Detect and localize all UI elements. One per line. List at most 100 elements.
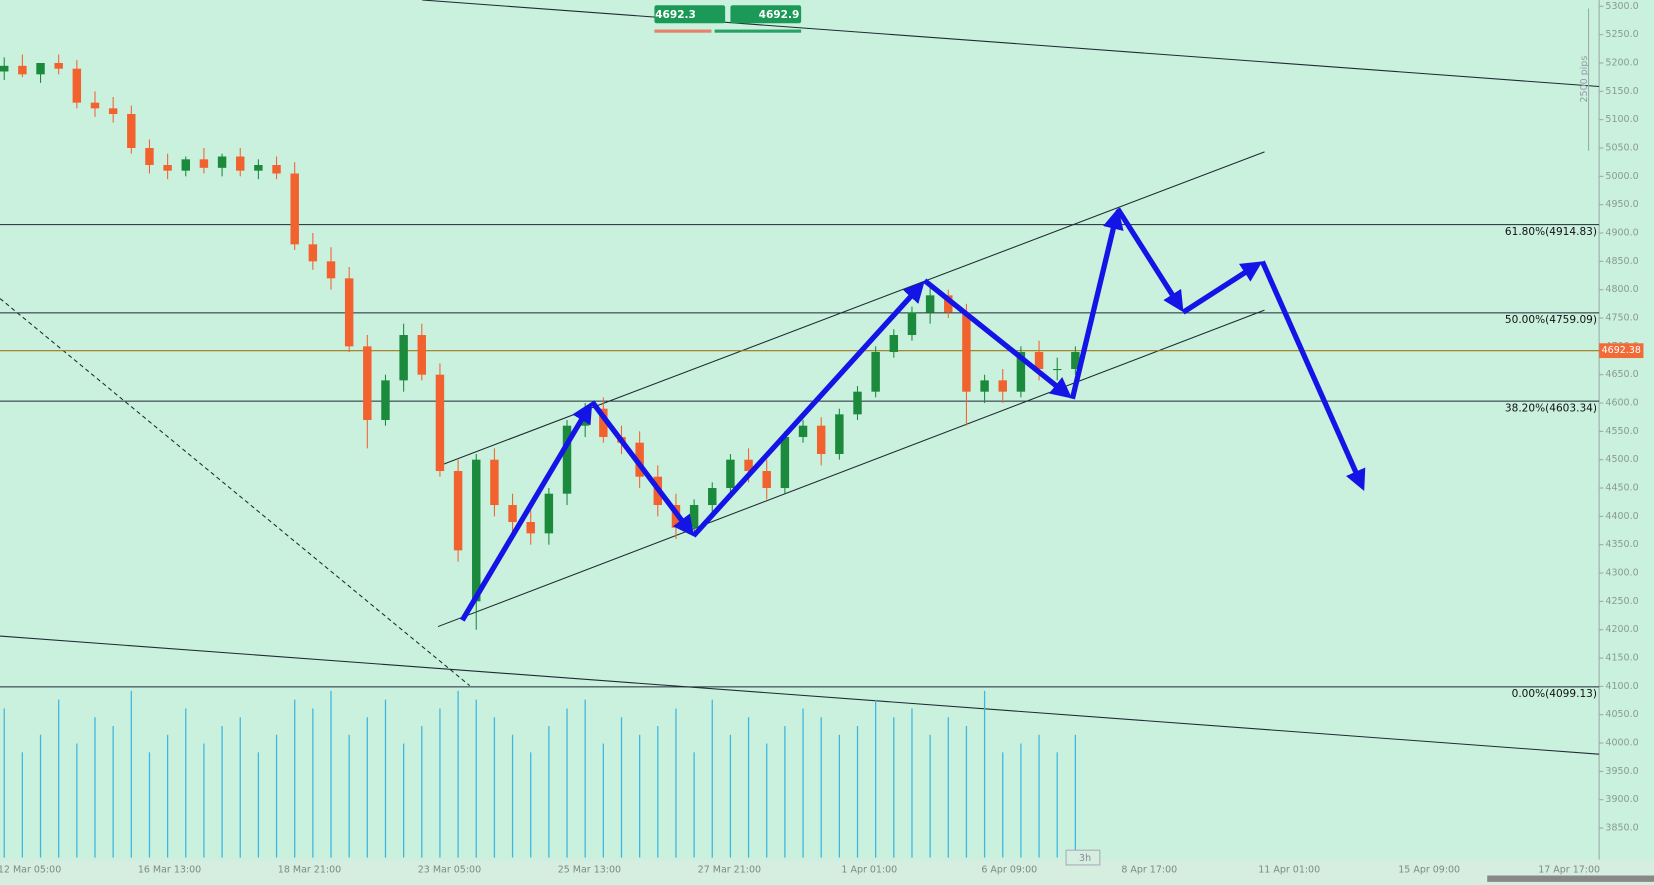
x-tick-label: 6 Apr 09:00: [981, 865, 1037, 876]
x-tick-label: 11 Apr 01:00: [1258, 865, 1320, 876]
candle-body: [744, 459, 753, 472]
candle-body: [453, 471, 463, 551]
candle-body: [962, 312, 971, 392]
candle-body: [290, 173, 299, 245]
candle-body: [0, 65, 9, 72]
x-tick-label: 23 Mar 05:00: [418, 865, 481, 876]
x-tick-label: 27 Mar 21:00: [698, 865, 761, 876]
y-tick-label: 4000.0: [1605, 738, 1638, 749]
y-tick-label: 5100.0: [1605, 114, 1638, 125]
arrow: [691, 281, 925, 538]
candle-body: [599, 408, 608, 438]
candle-body: [472, 459, 481, 602]
x-tick-label: 12 Mar 05:00: [0, 865, 61, 876]
candle-body: [54, 62, 63, 69]
y-tick-label: 4950.0: [1605, 199, 1638, 210]
sell-badge[interactable]: [654, 5, 726, 24]
candle-body: [835, 414, 844, 455]
trend-line: [0, 635, 1600, 755]
y-tick-label: 4200.0: [1605, 624, 1638, 635]
y-tick-label: 4100.0: [1605, 681, 1638, 692]
timeframe: 3h: [1079, 853, 1091, 864]
x-tick-label: 25 Mar 13:00: [558, 865, 621, 876]
candle-body: [272, 165, 281, 174]
candle-body: [381, 380, 390, 421]
candle-body: [944, 295, 953, 313]
y-tick-label: 4500.0: [1605, 454, 1638, 465]
candle-body: [1052, 369, 1062, 371]
fib-label: 0.00%(4099.13): [1512, 688, 1597, 700]
candle-body: [562, 425, 572, 494]
candle-body: [816, 425, 826, 455]
candle-body: [998, 380, 1007, 392]
arrow: [1115, 207, 1184, 313]
candle-body: [36, 62, 45, 75]
y-tick-label: 4450.0: [1605, 483, 1638, 494]
x-tick-label: 1 Apr 01:00: [841, 865, 897, 876]
candle-body: [1034, 352, 1044, 370]
x-tick-label: 18 Mar 21:00: [278, 865, 341, 876]
y-tick-label: 3950.0: [1605, 766, 1638, 777]
arrow: [590, 400, 695, 537]
current-price-label: 4692.38: [1602, 345, 1641, 356]
candle-body: [326, 261, 336, 279]
arrow: [1069, 207, 1124, 400]
fib-label: 38.20%(4603.34): [1505, 403, 1597, 415]
candle-body: [526, 522, 535, 534]
candle-body: [689, 505, 699, 528]
range-label: 2500 pips: [1579, 56, 1590, 103]
candle-body: [145, 148, 154, 166]
candle-body: [889, 335, 899, 353]
candle-body: [363, 346, 372, 421]
candle-body: [254, 165, 263, 171]
candle-body: [417, 335, 427, 375]
fib-label: 50.00%(4759.09): [1505, 314, 1597, 326]
candle-body: [108, 108, 118, 115]
sell-bar: [654, 29, 712, 33]
dashed-line: [0, 298, 471, 687]
candle-body: [72, 68, 82, 103]
candle-body: [217, 156, 227, 168]
x-tick-label: 15 Apr 09:00: [1398, 865, 1460, 876]
y-tick-label: 4350.0: [1605, 539, 1638, 550]
forecast-arrows: [460, 207, 1366, 622]
y-tick-label: 4650.0: [1605, 369, 1638, 380]
y-tick-label: 4550.0: [1605, 426, 1638, 437]
candle-body: [18, 65, 27, 75]
candle-body: [544, 493, 554, 534]
candle-body: [90, 102, 100, 109]
candle-body: [980, 380, 989, 392]
arrow: [460, 401, 593, 622]
channel-lower: [437, 309, 1265, 628]
y-tick-label: 3850.0: [1605, 823, 1638, 834]
time-axis-band: [0, 859, 1654, 885]
current-price-tag: [1599, 343, 1644, 359]
y-tick-label: 5250.0: [1605, 29, 1638, 40]
candle-body: [236, 156, 245, 171]
candle-body: [163, 165, 172, 171]
candle-body: [907, 312, 917, 336]
candle-body: [708, 488, 717, 506]
trend-line: [422, 0, 1600, 88]
y-tick-label: 3900.0: [1605, 794, 1638, 805]
timeframe-box[interactable]: [1065, 849, 1101, 866]
arrow: [1259, 260, 1366, 492]
candle-body: [181, 159, 190, 171]
candle-body: [871, 352, 880, 392]
y-tick-label: 4300.0: [1605, 568, 1638, 579]
candle-body: [798, 425, 808, 438]
y-tick-label: 5000.0: [1605, 171, 1638, 182]
candle-body: [925, 295, 935, 313]
candle-body: [508, 505, 517, 523]
buy-bar: [714, 29, 802, 33]
candle-body: [399, 335, 408, 381]
y-tick-label: 4800.0: [1605, 284, 1638, 295]
candle-body: [1016, 352, 1026, 392]
candle-body: [726, 459, 735, 489]
x-tick-label: 16 Mar 13:00: [138, 865, 201, 876]
y-tick-label: 4900.0: [1605, 228, 1638, 239]
candle-body: [127, 114, 136, 149]
buy-badge[interactable]: [730, 5, 802, 24]
